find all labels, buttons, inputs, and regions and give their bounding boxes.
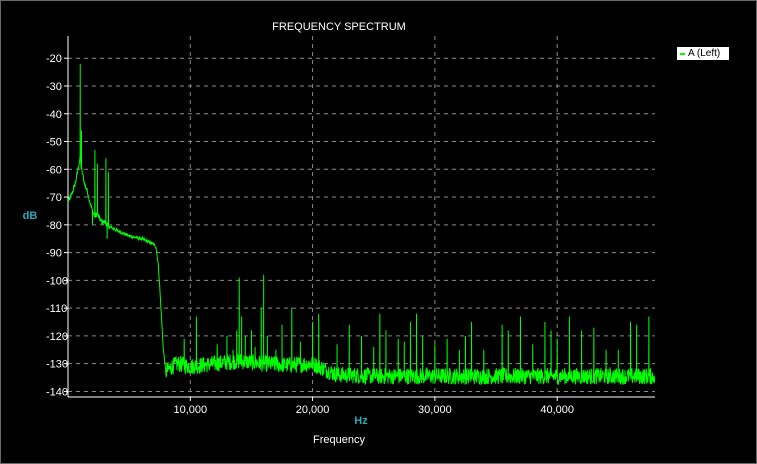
y-tick-label: -90	[46, 248, 62, 260]
legend-entry-a-left: A (Left)	[688, 48, 721, 59]
x-tick-label: 20,000	[296, 404, 330, 416]
series-line-a-left	[67, 63, 656, 386]
y-tick-label: -80	[46, 220, 62, 232]
y-tick-label: -140	[46, 386, 68, 398]
y-tick-label: -50	[46, 137, 62, 149]
y-tick-label: -110	[46, 303, 67, 315]
y-tick-label: -130	[46, 359, 68, 371]
x-tick-label: 10,000	[173, 404, 207, 416]
y-tick-label: -60	[46, 164, 62, 176]
y-tick-label: -100	[46, 275, 68, 287]
x-tick-label: 30,000	[418, 404, 452, 416]
y-tick-label: -40	[46, 109, 62, 121]
x-axis-unit-label: Hz	[354, 415, 368, 427]
y-tick-label: -120	[46, 331, 68, 343]
chart-title: FREQUENCY SPECTRUM	[272, 21, 406, 33]
y-axis-ticks: -20 -30 -40 -50 -60 -70 -80 -90 -100 -110 -120 -130…	[46, 53, 68, 398]
y-tick-label: -20	[46, 53, 62, 65]
x-axis-label: Frequency	[313, 434, 365, 446]
x-tick-label: 40,000	[540, 404, 574, 416]
legend-swatch	[680, 52, 685, 55]
y-tick-label: -70	[46, 192, 62, 204]
x-axis-ticks: 10,000 20,000 30,000 40,000	[173, 397, 574, 416]
y-tick-label: -30	[46, 81, 62, 93]
y-axis-label: dB	[23, 210, 38, 222]
legend[interactable]: A (Left)	[676, 46, 730, 61]
grid	[68, 36, 655, 397]
